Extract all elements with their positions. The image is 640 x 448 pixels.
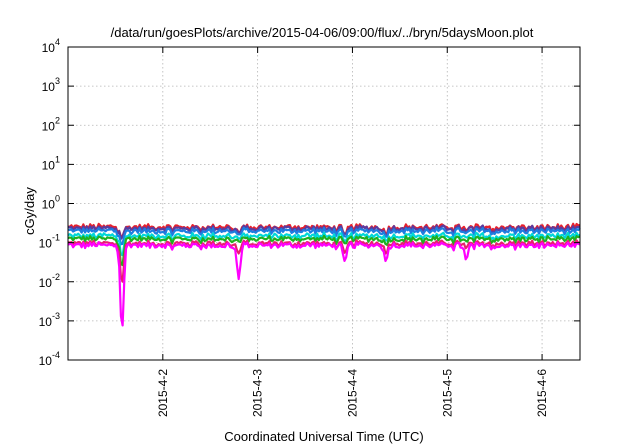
- x-tick-label: 2015-4-3: [251, 369, 265, 417]
- series-line-3: [67, 226, 581, 246]
- grid: [68, 47, 580, 360]
- y-tick-label: 103: [42, 76, 60, 94]
- x-tick-label: 2015-4-2: [156, 369, 170, 417]
- y-tick-label: 101: [42, 154, 60, 172]
- axes: 10-4 10-3 10-2 10-1 100 101 102 103 104 2015-4-2 2…: [39, 37, 581, 417]
- y-axis-label: cGy/day: [22, 187, 37, 235]
- y-tick-label: 100: [42, 194, 60, 212]
- x-tick-label: 2015-4-5: [440, 369, 454, 417]
- y-tick-label: 10-2: [39, 272, 60, 290]
- y-tick-label: 102: [42, 115, 60, 133]
- series-layer: [67, 222, 581, 327]
- y-tick-label: 104: [42, 37, 60, 55]
- x-tick-label: 2015-4-4: [345, 369, 359, 417]
- y-tick-label: 10-3: [39, 311, 60, 329]
- x-axis-label: Coordinated Universal Time (UTC): [224, 429, 423, 444]
- series-line-5: [67, 234, 581, 267]
- x-tick-label: 2015-4-6: [535, 369, 549, 417]
- series-line-7: [67, 241, 581, 327]
- y-tick-label: 10-4: [39, 350, 60, 368]
- chart-title: /data/run/goesPlots/archive/2015-04-06/0…: [111, 25, 534, 40]
- y-tick-label: 10-1: [39, 233, 60, 251]
